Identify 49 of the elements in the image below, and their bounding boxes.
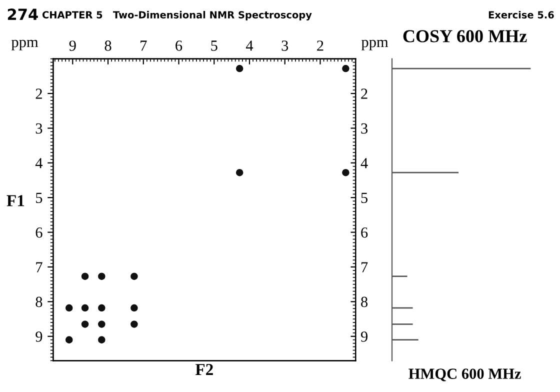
x-tick-label: 3 (282, 40, 288, 51)
y-tick-label: 4 (35, 158, 43, 168)
x-tick-label: 6 (176, 40, 182, 51)
point (130, 304, 138, 312)
point (98, 336, 106, 344)
y-tick-label: 3 (36, 123, 42, 134)
point (236, 64, 244, 72)
y2-tick-label: 6 (361, 227, 368, 238)
x-tick-label: 8 (104, 40, 112, 51)
y-tick-label: 6 (36, 227, 42, 238)
y2-tick-label: 8 (361, 296, 368, 308)
x-tick-label: 2 (317, 40, 324, 51)
x-tick-label: 4 (246, 40, 254, 51)
point (81, 272, 89, 280)
point (236, 168, 244, 176)
text: Exercise 5.6 (488, 10, 554, 18)
y-tick-label: 5 (36, 192, 42, 204)
y-axis-title: F1 (6, 195, 24, 206)
text: ppm (361, 40, 388, 50)
y2-tick-label: 9 (360, 332, 368, 342)
y2-tick-label: 4 (360, 158, 368, 168)
y2-tick-label: 3 (361, 123, 368, 134)
point (65, 336, 73, 344)
point (342, 168, 350, 176)
y2-tick-label: 2 (361, 88, 368, 99)
y2-tick-label: 7 (361, 262, 368, 272)
text: HMQC 600 MHz (408, 368, 521, 382)
point (65, 304, 73, 312)
text: 274 (8, 8, 38, 20)
text: CHAPTER 5 Two-Dimensional NMR Spectroscopy (42, 10, 312, 20)
point (98, 272, 106, 280)
y-tick-label: 2 (36, 88, 42, 99)
chart-title: COSY 600 MHz (403, 30, 527, 42)
point (98, 320, 106, 328)
x-tick-label: 7 (140, 40, 147, 51)
x-tick-label: 9 (69, 40, 76, 51)
y-tick-label: 8 (36, 296, 42, 308)
text: ppm (11, 40, 38, 50)
x-axis-title: F2 (195, 364, 213, 375)
y2-tick-label: 5 (361, 192, 368, 204)
point (81, 304, 89, 312)
y-tick-label: 9 (36, 332, 42, 342)
point (81, 320, 89, 328)
point (98, 304, 106, 312)
point (130, 272, 138, 280)
y-tick-label: 7 (36, 262, 42, 272)
point (130, 320, 138, 328)
x-tick-label: 5 (211, 40, 218, 51)
point (342, 64, 350, 72)
